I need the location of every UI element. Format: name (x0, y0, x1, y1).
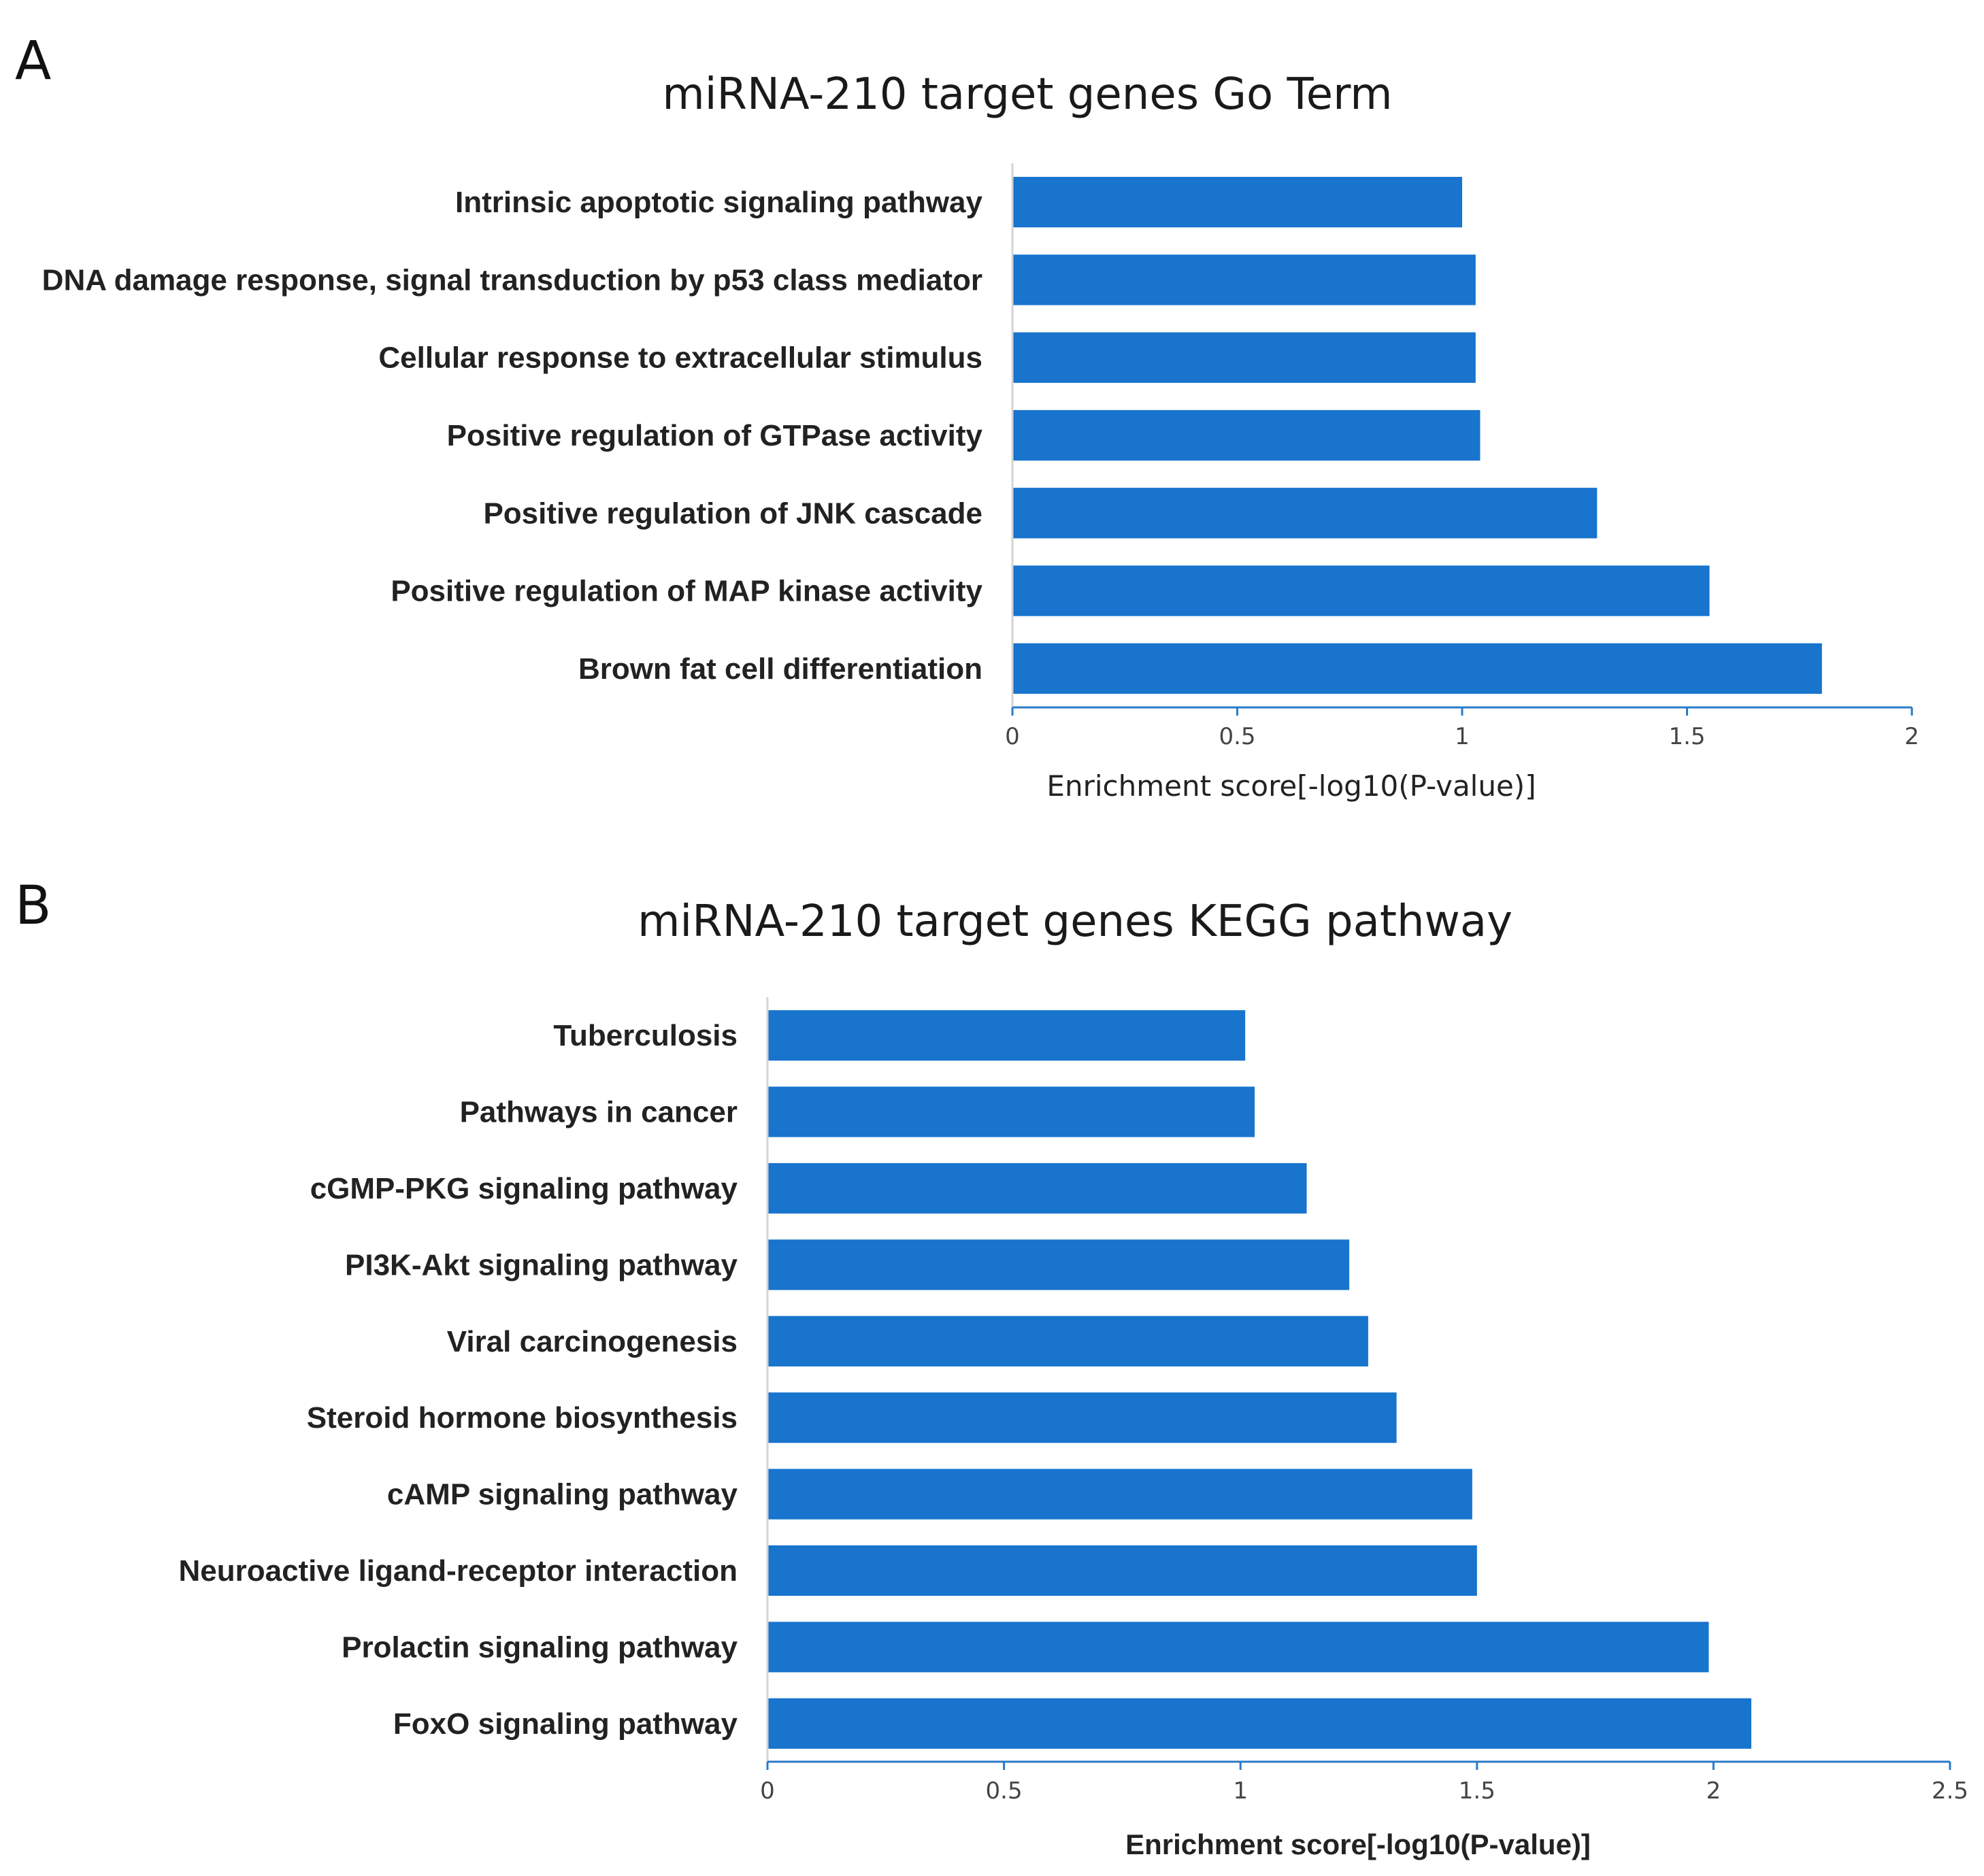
bar-b-2 (767, 1086, 1255, 1137)
x-tick-label-b-3: 1 (1233, 1777, 1248, 1805)
bar-a-2 (1012, 254, 1476, 305)
bar-b-1 (767, 1010, 1246, 1061)
bar-b-6 (767, 1392, 1397, 1443)
category-label-a-1: Intrinsic apoptotic signaling pathway (455, 186, 982, 219)
category-label-a-2: DNA damage response, signal transduction… (42, 263, 982, 297)
x-tick-label-a-5: 2 (1904, 723, 1919, 750)
bar-b-3 (767, 1162, 1307, 1214)
category-label-a-3: Cellular response to extracellular stimu… (378, 341, 982, 375)
x-tick-label-b-5: 2 (1706, 1777, 1721, 1805)
panel-letter-a: A (15, 31, 51, 92)
bar-b-8 (767, 1545, 1477, 1596)
x-axis-title-b: Enrichment score[-log10(P-value)] (1125, 1828, 1591, 1860)
x-tick-label-b-1: 0 (760, 1777, 775, 1805)
chart-title-b: miRNA-210 target genes KEGG pathway (638, 897, 1512, 947)
x-axis-title-a: Enrichment score[-log10(P-value)] (1046, 769, 1536, 803)
category-label-a-5: Positive regulation of JNK cascade (483, 497, 982, 530)
category-label-b-10: FoxO signaling pathway (393, 1707, 738, 1741)
x-tick-label-b-6: 2.5 (1932, 1777, 1968, 1805)
category-label-b-8: Neuroactive ligand-receptor interaction (178, 1554, 738, 1588)
category-label-a-4: Positive regulation of GTPase activity (447, 419, 983, 452)
bar-a-4 (1012, 409, 1481, 461)
bar-a-6 (1012, 565, 1710, 616)
x-tick-label-a-4: 1.5 (1668, 723, 1705, 750)
category-label-b-1: Tuberculosis (553, 1019, 738, 1052)
bar-b-4 (767, 1239, 1350, 1290)
category-label-b-5: Viral carcinogenesis (447, 1325, 738, 1358)
x-tick-label-a-2: 0.5 (1219, 723, 1255, 750)
category-label-b-2: Pathways in cancer (460, 1096, 738, 1129)
bar-a-1 (1012, 177, 1462, 228)
bar-b-9 (767, 1622, 1709, 1673)
plot-area-b: Tuberculosis Pathways in cancer cGMP-PKG s… (178, 997, 1968, 1805)
category-label-a-6: Positive regulation of MAP kinase activi… (391, 575, 982, 608)
chart-title-a: miRNA-210 target genes Go Term (662, 69, 1392, 120)
bar-a-7 (1012, 643, 1822, 694)
category-label-a-7: Brown fat cell differentiation (578, 652, 982, 686)
panel-a: A miRNA-210 target genes Go Term Intrins… (15, 31, 1919, 803)
bar-b-10 (767, 1698, 1752, 1749)
bar-a-5 (1012, 488, 1598, 539)
category-label-b-9: Prolactin signaling pathway (342, 1630, 738, 1664)
x-tick-label-a-1: 0 (1005, 723, 1020, 750)
panel-b: B miRNA-210 target genes KEGG pathway Tu… (15, 875, 1968, 1860)
category-label-b-4: PI3K-Akt signaling pathway (345, 1248, 738, 1282)
category-label-b-6: Steroid hormone biosynthesis (307, 1401, 738, 1435)
x-tick-label-b-2: 0.5 (986, 1777, 1023, 1805)
category-label-b-3: cGMP-PKG signaling pathway (310, 1172, 738, 1205)
panel-letter-b: B (15, 875, 52, 937)
plot-area-a: Intrinsic apoptotic signaling pathway DNA… (42, 163, 1919, 750)
category-label-b-7: cAMP signaling pathway (387, 1478, 738, 1511)
bar-b-5 (767, 1316, 1368, 1367)
bar-a-3 (1012, 332, 1476, 383)
bar-b-7 (767, 1469, 1472, 1520)
x-tick-label-b-4: 1.5 (1459, 1777, 1495, 1805)
x-tick-label-a-3: 1 (1455, 723, 1470, 750)
